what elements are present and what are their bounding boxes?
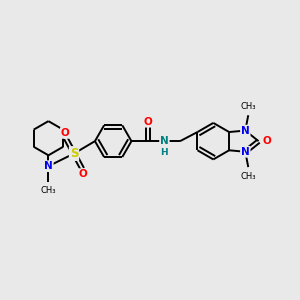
Text: CH₃: CH₃: [241, 172, 256, 181]
Text: O: O: [79, 169, 87, 179]
Text: N: N: [160, 136, 169, 146]
Text: O: O: [61, 128, 70, 138]
Text: CH₃: CH₃: [241, 101, 256, 110]
Text: O: O: [143, 117, 152, 127]
Text: N: N: [241, 126, 250, 136]
Text: O: O: [262, 136, 271, 146]
Text: H: H: [160, 148, 168, 157]
Text: CH₃: CH₃: [41, 186, 56, 195]
Text: S: S: [70, 147, 78, 160]
Text: N: N: [241, 147, 250, 157]
Text: N: N: [44, 161, 53, 171]
